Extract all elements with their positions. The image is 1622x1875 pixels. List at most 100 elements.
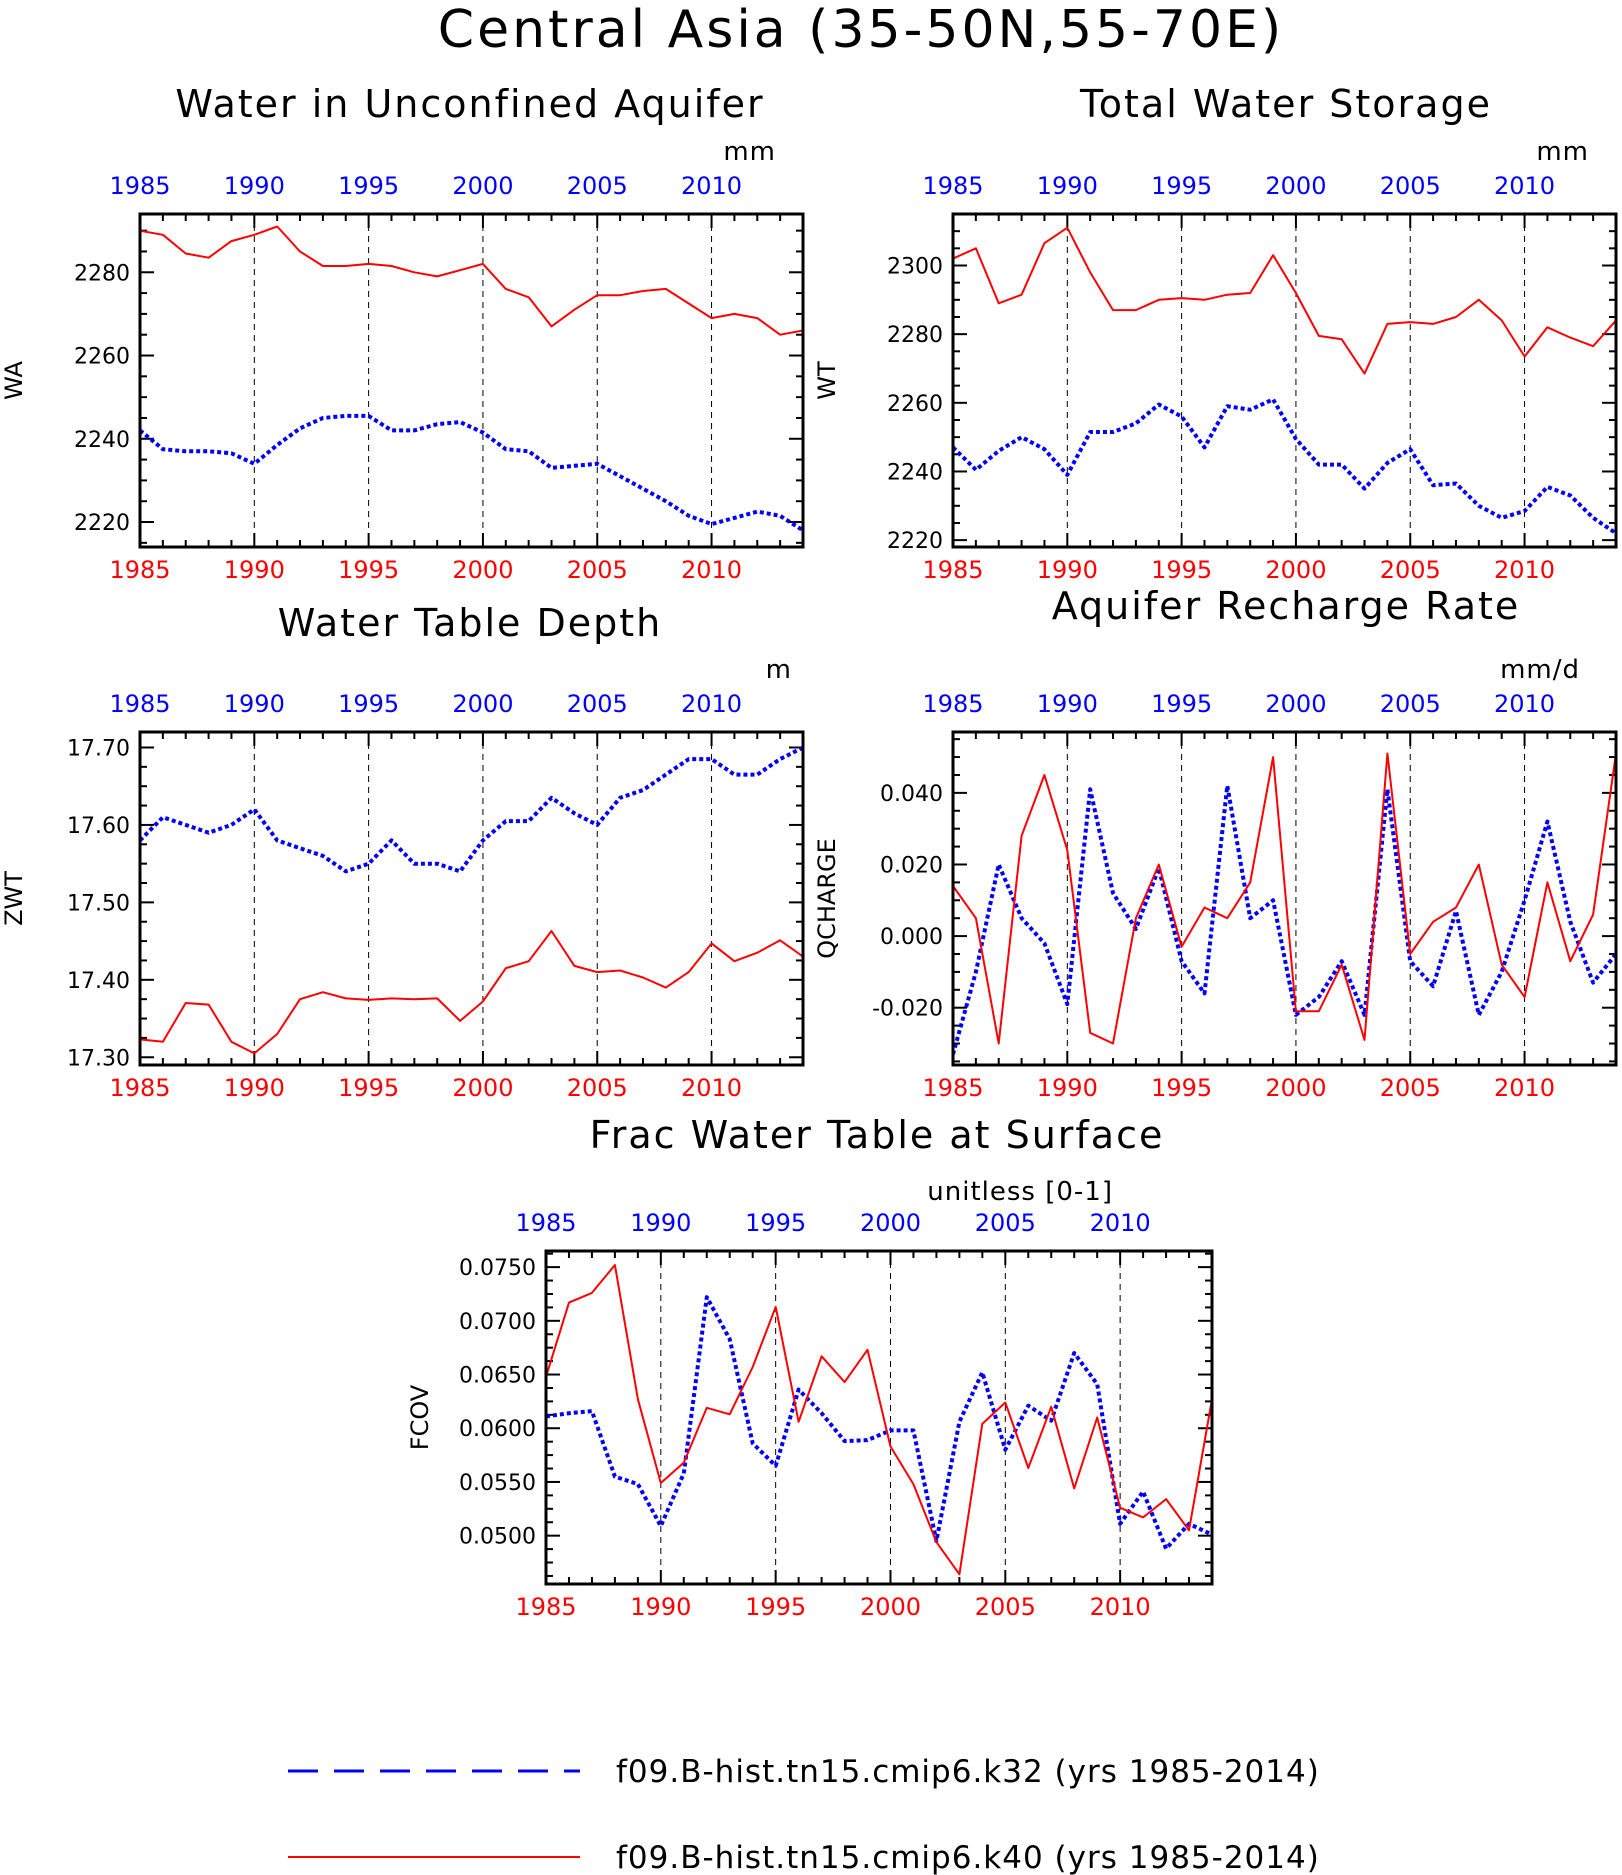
x-tick-label-bottom: 2000 [1265,1074,1326,1102]
y-tick-label: 2260 [74,345,130,370]
y-tick-label: 17.60 [67,814,130,839]
units-label: mm [1536,137,1589,167]
x-tick-label-top: 2010 [1494,690,1555,718]
panel-2: Total Water Storage mm WT 1985 1985 1990 1990 1… [813,82,1618,584]
series-line-k40 [140,225,803,336]
panel-1: Water in Unconfined Aquifer mm WA 1985 1985 1… [0,82,805,584]
x-tick-label-top: 2000 [860,1209,921,1237]
x-tick-label-top: 2000 [452,172,513,200]
x-tick-label-top: 1995 [338,172,399,200]
plot-frame [138,730,805,1067]
legend: f09.B-hist.tn15.cmip6.k32 (yrs 1985-2014… [288,1754,1320,1875]
x-tick-label-top: 2010 [1494,172,1555,200]
y-tick-label: -0.020 [872,997,943,1022]
y-tick-label: 0.0750 [459,1256,536,1281]
x-tick-label-top: 1990 [1037,690,1098,718]
x-tick-label-top: 2010 [1090,1209,1151,1237]
x-tick-label-top: 2005 [567,172,628,200]
units-label: mm/d [1500,655,1580,685]
panel-title: Water in Unconfined Aquifer [175,82,764,126]
legend-label-k32: f09.B-hist.tn15.cmip6.k32 (yrs 1985-2014… [616,1754,1320,1790]
panel-title: Water Table Depth [278,601,663,645]
x-tick-label-bottom: 1990 [1037,1074,1098,1102]
x-tick-label-bottom: 1985 [109,556,170,584]
y-axis-label: ZWT [0,871,28,926]
x-tick-label-bottom: 1990 [224,556,285,584]
y-tick-label: 0.0550 [459,1471,536,1496]
y-axis-label: QCHARGE [813,838,841,959]
series-line-k40 [140,930,803,1055]
panel-title: Frac Water Table at Surface [590,1113,1165,1157]
series-line-k32 [140,745,803,874]
y-tick-label: 0.000 [880,925,943,950]
series-line-k40 [953,752,1616,1045]
plot-frame [951,730,1618,1067]
x-tick-label-bottom: 1985 [922,556,983,584]
units-label: unitless [0-1] [927,1177,1113,1207]
plot-frame [544,1249,1214,1586]
x-tick-label-top: 1990 [1037,172,1098,200]
x-tick-label-top: 2005 [975,1209,1036,1237]
x-tick-label-top: 1985 [922,172,983,200]
y-tick-label: 2280 [74,261,130,286]
y-tick-label: 2220 [74,511,130,536]
y-tick-label: 17.30 [67,1046,130,1071]
x-tick-label-bottom: 2005 [1380,1074,1441,1102]
x-tick-label-top: 1985 [922,690,983,718]
x-tick-label-bottom: 1995 [1151,1074,1212,1102]
series-line-k32 [546,1295,1212,1551]
x-tick-label-bottom: 1990 [224,1074,285,1102]
x-tick-label-bottom: 1995 [338,1074,399,1102]
units-label: m [766,655,792,685]
x-tick-label-top: 1985 [515,1209,576,1237]
x-tick-label-top: 2000 [1265,690,1326,718]
panel-4: Aquifer Recharge Rate mm/d QCHARGE 1985 1985… [813,584,1618,1102]
x-tick-label-bottom: 2010 [1494,1074,1555,1102]
x-tick-label-bottom: 2000 [1265,556,1326,584]
y-tick-label: 2220 [887,529,943,554]
series-line-k40 [546,1264,1212,1576]
x-tick-label-top: 1995 [745,1209,806,1237]
x-tick-label-bottom: 2005 [1380,556,1441,584]
x-tick-label-bottom: 1990 [1037,556,1098,584]
x-tick-label-top: 1995 [1151,690,1212,718]
legend-label-k40: f09.B-hist.tn15.cmip6.k40 (yrs 1985-2014… [616,1840,1320,1875]
panel-title: Total Water Storage [1079,82,1492,126]
panel-3: Water Table Depth m ZWT 1985 1985 1990 1990 199… [0,601,805,1102]
y-tick-label: 2300 [887,254,943,279]
y-tick-label: 0.0700 [459,1310,536,1335]
x-tick-label-bottom: 2010 [681,1074,742,1102]
x-tick-label-top: 2005 [1380,172,1441,200]
figure-title: Central Asia (35-50N,55-70E) [438,0,1284,60]
x-tick-label-bottom: 2000 [860,1593,921,1621]
y-axis-label: WT [813,361,841,400]
x-tick-label-top: 1985 [109,690,170,718]
x-tick-label-top: 2010 [681,172,742,200]
x-tick-label-top: 2005 [567,690,628,718]
y-tick-label: 0.040 [880,782,943,807]
x-tick-label-bottom: 2000 [452,1074,513,1102]
x-tick-label-top: 2000 [1265,172,1326,200]
y-axis-label: FCOV [406,1384,434,1450]
x-tick-label-top: 1990 [224,690,285,718]
y-tick-label: 2280 [887,323,943,348]
x-tick-label-bottom: 1995 [745,1593,806,1621]
series-line-k32 [953,783,1616,1055]
y-tick-label: 0.0650 [459,1364,536,1389]
x-tick-label-bottom: 2010 [1090,1593,1151,1621]
x-tick-label-top: 1990 [224,172,285,200]
units-label: mm [723,137,776,167]
series-line-k32 [953,397,1616,535]
x-tick-label-bottom: 2005 [567,1074,628,1102]
x-tick-label-bottom: 1995 [1151,556,1212,584]
y-tick-label: 2240 [74,428,130,453]
x-tick-label-top: 1995 [338,690,399,718]
x-tick-label-bottom: 2000 [452,556,513,584]
y-tick-label: 2240 [887,460,943,485]
x-tick-label-bottom: 2010 [1494,556,1555,584]
panel-5: Frac Water Table at Surface unitless [0-1… [406,1113,1214,1621]
y-tick-label: 0.0500 [459,1525,536,1550]
y-tick-label: 2260 [887,392,943,417]
plot-frame [951,212,1618,549]
